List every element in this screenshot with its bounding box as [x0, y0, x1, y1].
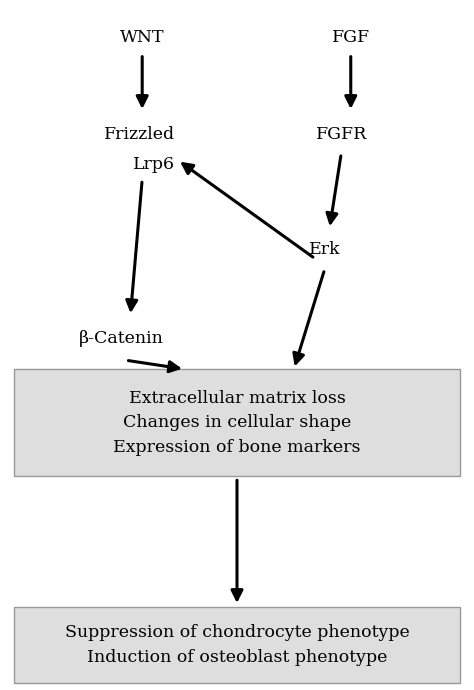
- Text: Suppression of chondrocyte phenotype
Induction of osteoblast phenotype: Suppression of chondrocyte phenotype Ind…: [64, 624, 410, 666]
- Text: FGFR: FGFR: [316, 126, 367, 143]
- Text: WNT: WNT: [120, 30, 164, 46]
- Text: Extracellular matrix loss
Changes in cellular shape
Expression of bone markers: Extracellular matrix loss Changes in cel…: [113, 390, 361, 456]
- FancyBboxPatch shape: [14, 369, 460, 476]
- Text: Lrp6: Lrp6: [133, 156, 175, 172]
- Text: β-Catenin: β-Catenin: [78, 330, 164, 346]
- FancyBboxPatch shape: [14, 607, 460, 683]
- Text: Erk: Erk: [309, 241, 340, 258]
- Text: Frizzled: Frizzled: [104, 126, 175, 143]
- Text: FGF: FGF: [332, 30, 370, 46]
